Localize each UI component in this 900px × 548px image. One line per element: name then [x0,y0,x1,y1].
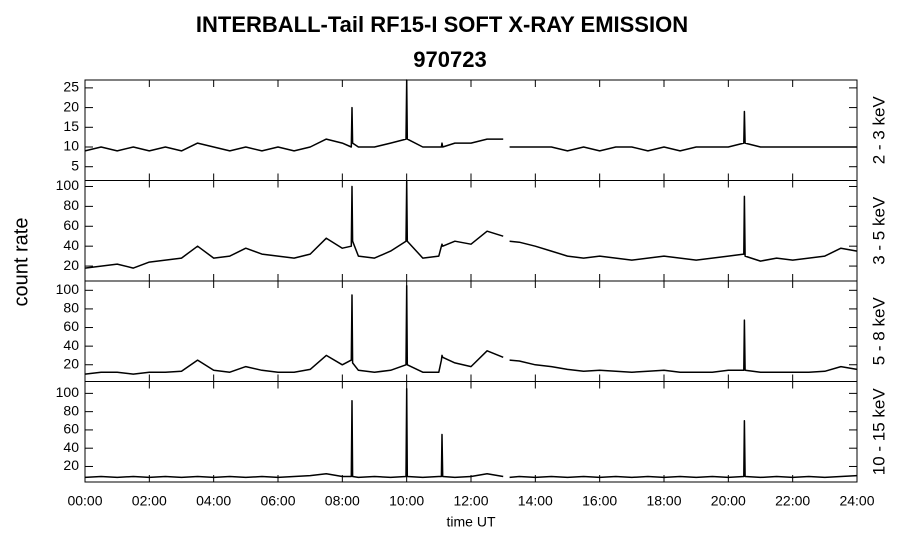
y-tick-label: 40 [63,337,79,353]
y-tick-label: 80 [63,402,79,418]
series-line [84,388,858,479]
y-tick-label: 100 [56,177,80,193]
y-tick-label: 100 [56,384,80,400]
x-tick-label: 10:00 [389,493,424,509]
panel-label: 5 - 8 keV [869,297,888,366]
chart-subtitle: 970723 [413,47,486,72]
panel-frame [84,381,858,483]
x-tick-label: 14:00 [518,493,553,509]
series-line [84,79,857,152]
y-tick-label: 40 [63,439,79,455]
panel-label: 2 - 3 keV [869,96,888,165]
y-axis-title: count rate [10,218,32,307]
y-tick-label: 5 [71,157,79,173]
x-tick-label: 24:00 [839,493,874,509]
x-tick-label: 02:00 [132,493,167,509]
x-tick-label: 20:00 [711,493,746,509]
panel-label: 10 - 15 keV [869,388,888,476]
x-tick-label: 08:00 [325,493,360,509]
x-tick-label: 16:00 [582,493,617,509]
y-tick-label: 20 [63,257,79,273]
y-tick-label: 80 [63,197,79,213]
y-tick-label: 60 [63,421,79,437]
y-tick-label: 20 [63,355,79,371]
y-tick-label: 60 [63,217,79,233]
chart-title: INTERBALL-Tail RF15-I SOFT X-RAY EMISSIO… [196,12,688,37]
x-tick-label: 18:00 [646,493,681,509]
panel-frame [84,180,858,282]
x-axis-title: time UT [447,514,496,530]
panel-label: 3 - 5 keV [869,196,888,265]
y-tick-label: 40 [63,237,79,253]
y-tick-label: 15 [63,118,79,134]
y-tick-label: 20 [63,98,79,114]
x-tick-label: 04:00 [196,493,231,509]
y-tick-label: 100 [56,281,80,297]
y-tick-label: 80 [63,300,79,316]
y-tick-label: 25 [63,79,79,95]
y-tick-label: 60 [63,318,79,334]
x-tick-label: 00:00 [67,493,102,509]
panel-frame [84,79,858,181]
x-tick-label: 12:00 [453,493,488,509]
y-tick-label: 10 [63,138,79,154]
y-tick-label: 20 [63,457,79,473]
series-line [84,180,858,269]
x-tick-label: 06:00 [260,493,295,509]
x-tick-label: 22:00 [775,493,810,509]
series-line [84,284,858,375]
